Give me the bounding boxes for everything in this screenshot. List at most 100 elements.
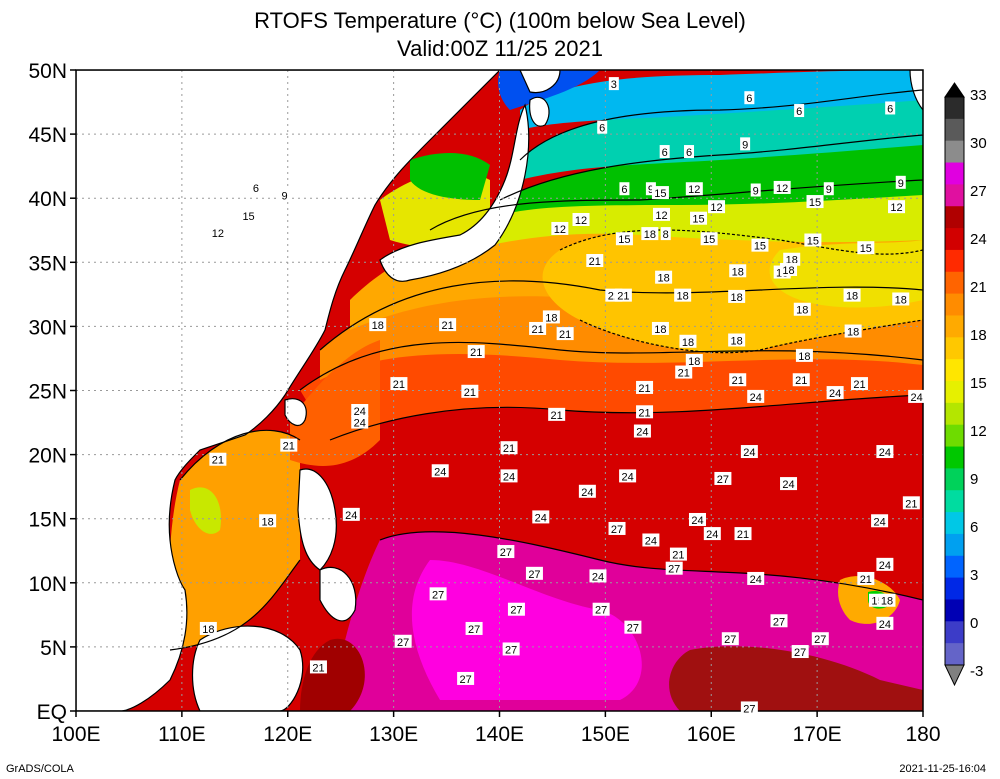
contour-label: 27	[743, 703, 755, 715]
contour-label: 8	[663, 229, 669, 241]
contour-label-box	[721, 632, 739, 646]
y-tick-label: 30N	[28, 316, 67, 339]
contour-label-box	[783, 252, 801, 266]
contour-label-box	[708, 200, 726, 214]
contour-label: 21	[853, 379, 865, 391]
contour-label: 12	[212, 228, 224, 240]
contour-label: 18	[682, 337, 694, 349]
colorbar-label: 24	[970, 231, 987, 248]
contour-label: 24	[706, 529, 718, 541]
contour-label-box	[684, 145, 695, 159]
contour-label-box	[636, 405, 654, 419]
contour-label-box	[740, 137, 751, 151]
contour-label: 24	[535, 512, 547, 524]
contour-label: 27	[717, 474, 729, 486]
contour-label: 12	[575, 215, 587, 227]
y-tick-label: 35N	[28, 252, 67, 275]
contour-label: 27	[595, 605, 607, 617]
contour-label-box	[529, 321, 547, 335]
contour-label: 12	[554, 224, 566, 236]
contour-label-box	[439, 318, 457, 332]
y-tick-label: 50N	[28, 60, 67, 83]
contour-label: 18	[796, 305, 808, 317]
contour-label: 21	[795, 375, 807, 387]
contour-label: 18	[846, 291, 858, 303]
map-title: RTOFS Temperature (°C) (100m below Sea L…	[254, 8, 746, 33]
colorbar-swatch	[945, 293, 964, 316]
longitude-axis: 100E 110E 120E 130E 140E 150E 160E 170E 180	[51, 711, 941, 746]
contour-label: 24	[354, 406, 366, 418]
contour-label: 15	[654, 188, 666, 200]
y-tick-label: EQ	[37, 701, 67, 724]
contour-label: 21	[283, 441, 295, 453]
contour-label: 6	[599, 123, 605, 135]
contour-label-box	[394, 634, 412, 648]
colorbar-swatch	[945, 424, 964, 448]
contour-label-box	[857, 571, 875, 585]
contour-label-box	[280, 438, 298, 452]
contour-label-box	[633, 424, 651, 438]
contour-label-box	[795, 348, 813, 362]
contour-label-box	[811, 632, 829, 646]
contour-label: 21	[737, 529, 749, 541]
contour-label: 24	[743, 447, 755, 459]
contour-label: 21	[672, 550, 684, 562]
x-tick-label: 180	[905, 723, 940, 746]
contour-label-box	[209, 452, 227, 466]
contour-label-box	[908, 389, 926, 403]
contour-label: 6	[686, 147, 692, 159]
contour-label-box	[902, 496, 920, 510]
y-tick-label: 15N	[28, 509, 67, 532]
y-tick-label: 5N	[40, 637, 67, 660]
contour-label: 21	[905, 498, 917, 510]
colorbar-label: 12	[970, 423, 987, 440]
contour-label-box	[773, 180, 791, 194]
contour-label-box	[747, 389, 765, 403]
contour-label-box	[467, 345, 485, 359]
contour-label: 27	[397, 637, 409, 649]
contour-label-box	[461, 384, 479, 398]
contour-label: 18	[657, 273, 669, 285]
contour-label: 18	[732, 266, 744, 278]
contour-label-box	[780, 262, 798, 276]
contour-label: 24	[829, 388, 841, 400]
contour-label-box	[351, 404, 369, 418]
contour-label-box	[740, 701, 758, 715]
colorbar-swatch	[945, 206, 964, 229]
colorbar-label: -3	[970, 663, 983, 680]
y-tick-label: 10N	[28, 573, 67, 596]
contour-label-box	[636, 380, 654, 394]
contour-label: 21	[617, 291, 629, 303]
contour-label: 12	[776, 183, 788, 195]
contour-label-box	[806, 195, 824, 209]
contour-label-box	[614, 288, 632, 302]
contour-label: 24	[691, 515, 703, 527]
contour-label: 18	[895, 294, 907, 306]
colorbar-swatch	[945, 118, 964, 142]
x-tick-label: 170E	[793, 723, 842, 746]
contour-label-box	[669, 547, 687, 561]
contour-label: 18	[202, 624, 214, 636]
contour-label: 24	[581, 487, 593, 499]
contour-label-box	[652, 207, 670, 221]
contour-label: 9	[282, 191, 288, 203]
contour-label-box	[728, 333, 746, 347]
y-tick-label: 45N	[28, 124, 67, 147]
colorbar-swatch	[945, 140, 964, 164]
contour-label-box	[843, 288, 861, 302]
colorbar-label: 15	[970, 375, 987, 392]
contour-label-box	[826, 386, 844, 400]
contour-label: 15	[242, 211, 254, 223]
contour-label: 27	[505, 644, 517, 656]
contour-label: 27	[432, 589, 444, 601]
contour-label-box	[675, 365, 693, 379]
contour-label: 27	[468, 624, 480, 636]
contour-label: 27	[794, 647, 806, 659]
contour-label: 18	[847, 327, 859, 339]
contour-label-box	[823, 182, 834, 196]
colorbar-swatch	[945, 381, 964, 404]
x-tick-label: 140E	[475, 723, 524, 746]
contour-label: 18	[644, 229, 656, 241]
contour-label-box	[551, 221, 569, 235]
contour-label: 24	[879, 619, 891, 631]
